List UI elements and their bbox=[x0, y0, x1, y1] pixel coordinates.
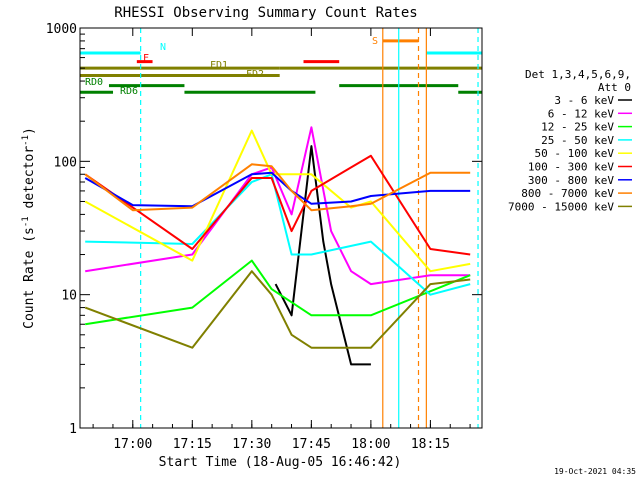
y-axis-ticks: 1 10 100 1000 bbox=[46, 22, 482, 437]
legend-label-8: 7000 - 15000 keV bbox=[508, 200, 614, 213]
x-tick-label-5: 18:15 bbox=[411, 437, 450, 452]
x-axis-ticks: 17:00 17:15 17:30 17:45 18:00 18:15 bbox=[92, 28, 471, 452]
y-axis-label: Count Rate (s-1 detector-1) bbox=[21, 127, 37, 329]
flag-annotations: NF FD1 FD2 RD0 RD6 S bbox=[85, 36, 378, 97]
y-axis-label-sup2: -1 bbox=[21, 135, 31, 146]
flag-label-n: N bbox=[160, 42, 166, 53]
x-tick-label-3: 17:45 bbox=[292, 437, 331, 452]
series-line-2 bbox=[85, 259, 471, 326]
series-lines bbox=[84, 126, 471, 366]
legend-label-4: 50 - 100 keV bbox=[535, 147, 615, 160]
series-line-5 bbox=[84, 154, 471, 256]
y-tick-label-0: 1 bbox=[69, 422, 77, 437]
series-line-8 bbox=[84, 270, 471, 349]
flag-label-fd1: FD1 bbox=[210, 60, 228, 71]
legend-label-6: 300 - 800 keV bbox=[528, 174, 614, 187]
y-tick-label-2: 100 bbox=[54, 155, 77, 170]
x-tick-label-2: 17:30 bbox=[232, 437, 271, 452]
x-tick-label-0: 17:00 bbox=[113, 437, 152, 452]
legend-label-2: 12 - 25 keV bbox=[541, 121, 614, 134]
legend-label-5: 100 - 300 keV bbox=[528, 161, 614, 174]
y-axis-label-mid: detector bbox=[22, 146, 37, 217]
y-tick-label-3: 1000 bbox=[46, 22, 77, 37]
chart-title: RHESSI Observing Summary Count Rates bbox=[114, 5, 417, 21]
event-vertical-lines bbox=[140, 28, 479, 428]
x-tick-label-4: 18:00 bbox=[351, 437, 390, 452]
flag-label-fd2: FD2 bbox=[246, 69, 264, 80]
series-line-4 bbox=[84, 129, 471, 273]
legend-label-0: 3 - 6 keV bbox=[554, 94, 614, 107]
x-tick-label-1: 17:15 bbox=[173, 437, 212, 452]
x-axis-label: Start Time (18-Aug-05 16:46:42) bbox=[159, 455, 402, 470]
series-line-7 bbox=[84, 163, 471, 212]
flag-label-rd6: RD6 bbox=[120, 86, 138, 97]
series-line-3 bbox=[85, 173, 471, 296]
legend-label-7: 800 - 7000 keV bbox=[521, 187, 614, 200]
legend-label-1: 6 - 12 keV bbox=[548, 107, 615, 120]
plot-frame bbox=[79, 27, 483, 429]
y-axis-label-main: Count Rate (s bbox=[22, 227, 37, 329]
y-axis-label-end: ) bbox=[22, 127, 37, 135]
y-tick-label-1: 10 bbox=[61, 289, 77, 304]
flag-label-s: S bbox=[372, 36, 378, 47]
timestamp: 19-Oct-2021 04:35 bbox=[554, 467, 636, 476]
legend-header-line-1: Det 1,3,4,5,6,9, bbox=[525, 68, 631, 81]
legend-header-line-2: Att 0 bbox=[598, 81, 631, 94]
legend-label-3: 25 - 50 keV bbox=[541, 134, 614, 147]
flag-label-rd0: RD0 bbox=[85, 77, 103, 88]
flag-label-f: F bbox=[143, 53, 149, 64]
series-line-0 bbox=[274, 145, 371, 366]
y-axis-label-sup1: -1 bbox=[21, 216, 31, 227]
